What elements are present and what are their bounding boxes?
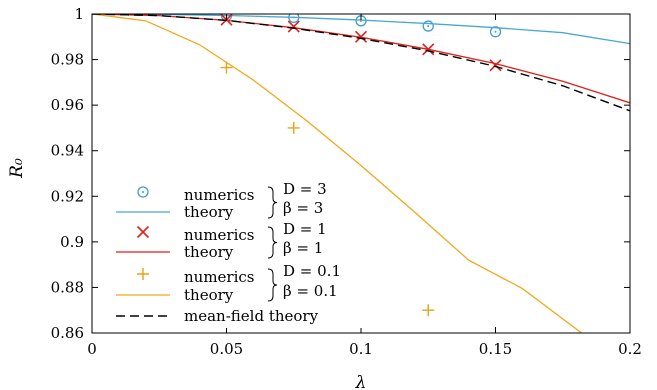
y-axis-label: R₀ [7,158,27,179]
x-tick-label: 0.05 [210,340,243,358]
series-line-6 [92,14,630,112]
y-tick-label: 0.96 [51,96,84,114]
legend: numericstheorynumericstheorynumericstheo… [104,180,378,328]
legend-marker-2 [136,225,150,239]
legend-brace-1 [267,226,278,259]
x-tick-label: 0.1 [349,340,373,358]
data-point-2-1 [287,20,300,33]
y-tick-label: 0.92 [51,187,84,205]
plot-data [92,14,630,333]
legend-brace-0 [267,186,278,219]
legend-label-3: theory [184,243,234,261]
data-point-0-3 [422,20,434,32]
legend-param-0-0: D = 3 [283,180,327,198]
x-tick-label: 0 [87,340,97,358]
legend-marker-0 [137,186,149,198]
x-axis-label: λ [355,373,367,390]
y-tick-label: 0.98 [51,51,84,69]
x-tick-label: 0.2 [618,340,642,358]
y-tick-label: 0.88 [51,278,84,296]
legend-marker-4 [137,268,149,280]
legend-background [104,182,378,328]
legend-label-0: numerics [184,186,255,204]
axis-ticks: 0 0.05 0.1 0.15 0.2 0.86 0.88 0.9 0.92 0.94 0.96 0.… [51,5,642,358]
x-tick-label: 0.15 [479,340,512,358]
plot-area [92,14,630,333]
legend-param-0-1: β = 3 [283,199,323,217]
y-tick-label: 0.94 [51,142,84,160]
legend-param-2-1: β = 0.1 [283,282,338,300]
legend-label-1: theory [184,203,234,221]
data-point-4-0 [220,61,233,74]
series-line-5 [92,14,582,333]
data-point-4-3 [422,304,435,317]
y-tick-label: 1 [74,5,84,23]
y-tick-label: 0.9 [60,233,84,251]
data-point-4-1 [287,121,300,134]
series-line-1 [92,14,630,45]
legend-param-1-0: D = 1 [283,220,327,238]
y-tick-label: 0.86 [51,324,84,342]
legend-param-1-1: β = 1 [283,239,323,257]
legend-label-2: numerics [184,226,255,244]
data-point-0-4 [489,26,502,38]
legend-label-5: theory [184,286,234,304]
legend-param-2-0: D = 0.1 [283,262,341,280]
legend-brace-2 [267,268,278,302]
data-point-2-4 [489,59,502,72]
legend-label-4: numerics [184,268,255,286]
legend-label-6: mean-field theory [184,307,319,325]
